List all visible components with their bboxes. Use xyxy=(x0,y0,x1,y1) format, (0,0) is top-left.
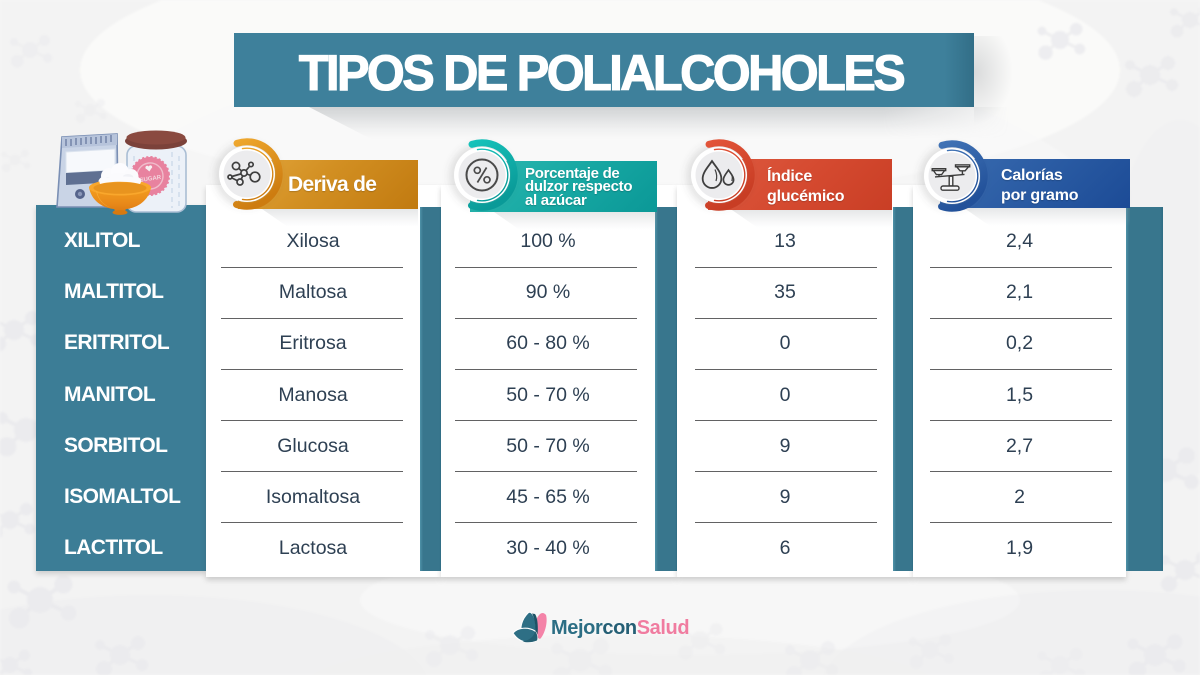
svg-text:SUGAR: SUGAR xyxy=(139,175,162,184)
svg-text:MejorconSalud: MejorconSalud xyxy=(551,617,689,639)
